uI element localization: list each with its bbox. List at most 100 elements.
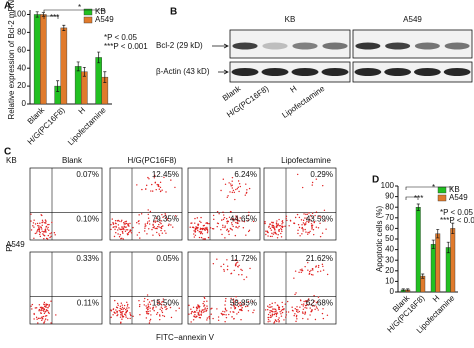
event-dot	[280, 310, 283, 312]
event-dot	[146, 306, 149, 309]
event-dot	[32, 222, 35, 224]
blot-strip	[352, 61, 473, 83]
event-dot	[228, 313, 230, 316]
error-bar	[401, 288, 405, 292]
event-dot	[224, 321, 226, 323]
event-dot	[307, 231, 309, 234]
event-dot	[238, 225, 240, 228]
event-dot	[200, 236, 203, 239]
event-dot	[36, 229, 39, 231]
event-dot	[204, 228, 206, 231]
event-dot	[148, 220, 150, 222]
event-dot	[241, 274, 243, 276]
event-dot	[149, 303, 152, 305]
event-dot	[278, 307, 280, 309]
event-dot	[50, 300, 52, 302]
event-dot	[240, 268, 242, 271]
event-dot	[306, 217, 308, 219]
event-dot	[190, 311, 193, 313]
event-dot	[306, 220, 308, 223]
event-dot	[112, 314, 114, 316]
event-dot	[310, 214, 312, 217]
event-dot	[42, 306, 44, 309]
event-dot	[35, 316, 38, 319]
event-dot	[194, 229, 196, 231]
event-dot	[227, 220, 230, 223]
arrow	[218, 69, 229, 75]
event-dot	[36, 318, 38, 320]
y-axis-label: Apoptotic cells (%)	[375, 206, 384, 273]
event-dot	[307, 221, 310, 224]
event-dot	[145, 305, 147, 307]
quadrant-percent: 44.65%	[230, 215, 257, 224]
event-dot	[312, 269, 314, 271]
event-dot	[302, 219, 305, 222]
event-dot	[231, 224, 233, 226]
event-dot	[222, 310, 224, 313]
event-dot	[170, 224, 172, 226]
event-dot	[190, 308, 192, 310]
event-dot	[198, 307, 200, 309]
event-dot	[302, 222, 305, 224]
event-dot	[326, 273, 329, 276]
event-dot	[158, 226, 160, 228]
blot-band	[292, 42, 318, 50]
event-dot	[42, 309, 44, 312]
event-dot	[235, 263, 237, 266]
event-dot	[144, 227, 146, 229]
event-dot	[296, 173, 299, 176]
annotation: *P < 0.05	[104, 33, 138, 42]
event-dot	[278, 308, 280, 310]
event-dot	[123, 228, 125, 231]
event-dot	[266, 231, 269, 233]
quadrant-percent: 79.35%	[152, 215, 179, 224]
event-dot	[208, 223, 210, 225]
event-dot	[226, 310, 228, 312]
event-dot	[280, 232, 282, 235]
event-dot	[308, 298, 310, 300]
event-dot	[148, 322, 151, 324]
event-dot	[317, 264, 320, 267]
event-dot	[216, 210, 219, 213]
event-dot	[203, 300, 205, 303]
event-dot	[221, 314, 224, 316]
event-dot	[47, 311, 50, 314]
event-dot	[267, 316, 269, 319]
event-dot	[297, 311, 299, 313]
event-dot	[154, 227, 156, 230]
event-dot	[239, 304, 241, 306]
event-dot	[230, 307, 232, 309]
event-dot	[33, 312, 35, 315]
event-dot	[295, 292, 297, 294]
event-dot	[33, 226, 35, 228]
event-dot	[49, 236, 51, 239]
panel-label: D	[372, 175, 379, 186]
event-dot	[45, 231, 47, 233]
event-dot	[42, 221, 44, 223]
event-dot	[272, 226, 275, 229]
event-dot	[48, 305, 50, 307]
event-dot	[309, 270, 311, 273]
event-dot	[229, 311, 232, 313]
event-dot	[208, 318, 211, 320]
event-dot	[275, 312, 278, 314]
event-dot	[217, 222, 220, 225]
y-tick-label: 100	[381, 181, 395, 190]
event-dot	[38, 230, 40, 233]
bar	[33, 14, 41, 105]
event-dot	[248, 229, 251, 232]
event-dot	[216, 225, 218, 228]
event-dot	[294, 293, 296, 296]
event-dot	[272, 308, 274, 310]
event-dot	[311, 227, 313, 229]
event-dot	[190, 321, 192, 323]
annotation: ***P < 0.001	[440, 216, 474, 225]
lane-label: Lipofectamine	[280, 84, 326, 120]
event-dot	[241, 269, 243, 272]
event-dot	[200, 216, 202, 219]
event-dot	[235, 296, 237, 298]
event-dot	[232, 189, 235, 192]
event-dot	[322, 308, 324, 310]
cell-line-label: A549	[403, 15, 422, 24]
event-dot	[279, 311, 281, 313]
